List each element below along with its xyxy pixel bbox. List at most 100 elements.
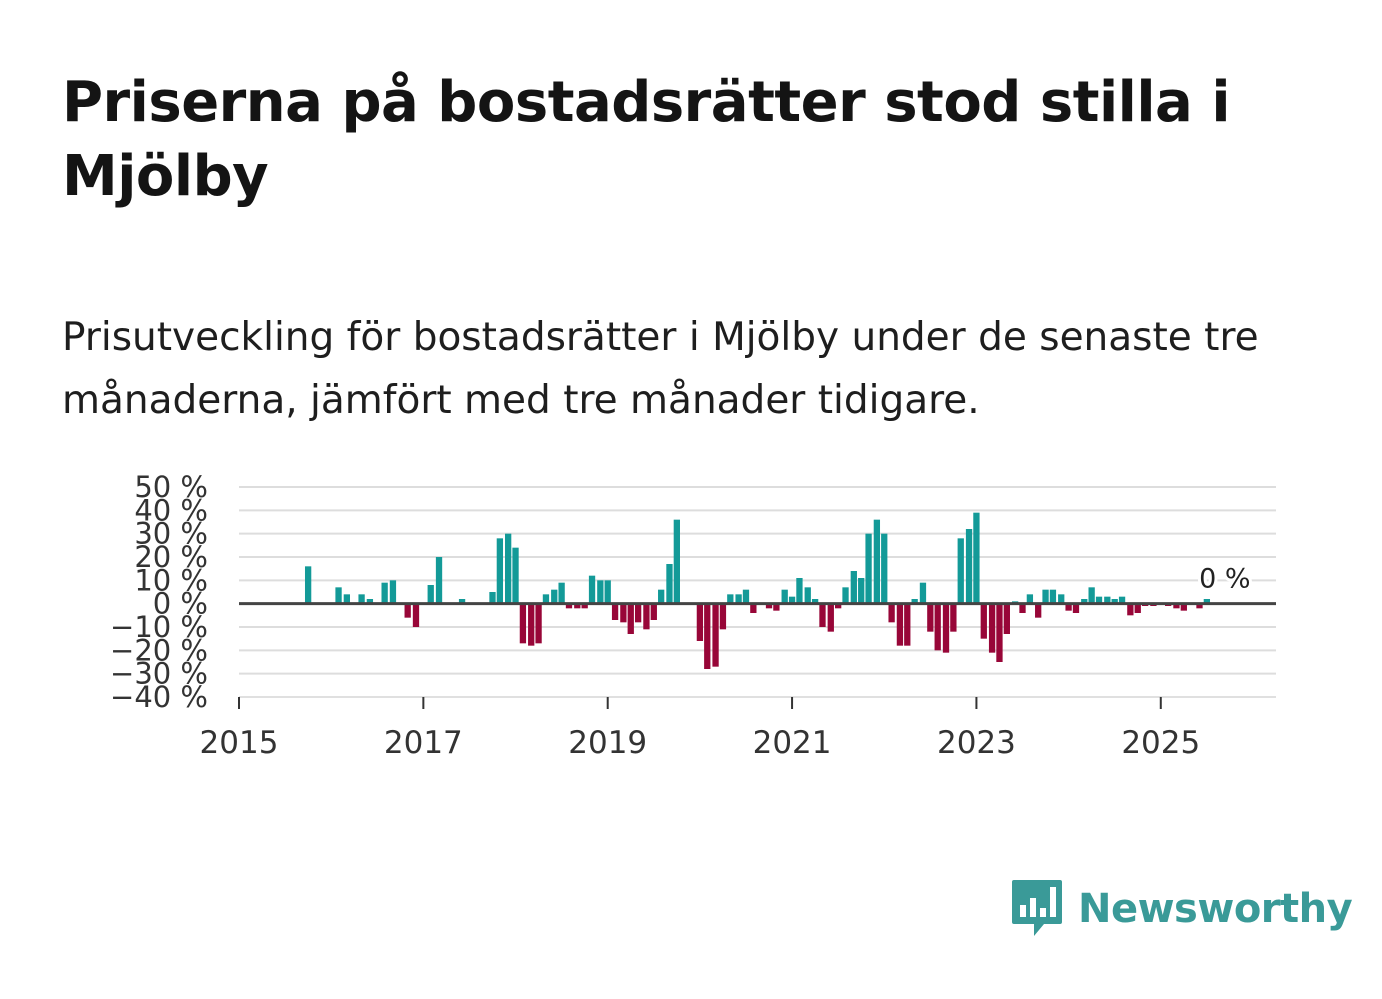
bar [934,603,941,651]
bar [1072,603,1080,613]
y-tick-label: 50 % [134,470,208,504]
bar [873,519,881,604]
bar [581,603,588,609]
bar [1134,603,1141,613]
bar [1196,603,1203,609]
x-tick-label: 2023 [937,725,1016,761]
bar [519,603,527,644]
bar [735,594,742,604]
bar [811,599,819,604]
bar [904,603,911,646]
bar [950,603,957,632]
bar [765,603,773,609]
bar [965,529,973,604]
bar [542,594,550,604]
bar [835,603,842,609]
y-tick-label: 10 % [134,563,208,597]
bar [1203,599,1211,604]
annotations: 0 % [1196,560,1253,597]
bar [957,538,964,604]
bar [427,585,434,604]
bar [980,603,987,639]
bar [973,512,980,604]
bar [620,603,627,623]
x-tick-label: 2019 [568,725,647,761]
bar [528,603,535,646]
bar [796,578,803,604]
bar [496,538,504,604]
bar [611,603,619,620]
chart-title: Priserna på bostadsrätter stod stilla i … [62,70,1231,209]
bar [412,603,420,627]
bar [742,589,750,604]
bar [858,578,865,604]
bar [512,547,519,604]
bar [535,603,542,644]
bar [696,603,704,641]
bar [1173,603,1180,609]
last-value-label: 0 % [1199,563,1250,594]
bar [381,582,388,604]
bars [304,512,1211,669]
bar [1058,594,1065,604]
bar [666,564,673,604]
bar [505,533,512,604]
x-tick-label: 2025 [1121,725,1200,761]
bar [565,603,573,609]
y-tick-label: 20 % [134,540,208,574]
bar [673,519,680,604]
bar [881,533,888,604]
x-tick-label: 2017 [384,725,463,761]
bar [358,594,365,604]
bar [988,603,996,653]
y-tick-label: −30 % [110,657,208,691]
bar [996,603,1003,662]
bar [911,599,918,604]
bar [773,603,780,611]
bar [888,603,895,623]
y-axis: 50 %40 %30 %20 %10 %0 %−10 %−20 %−30 %−4… [110,470,208,714]
bar [850,571,857,604]
bar [343,594,350,604]
bar [896,603,904,646]
bar [404,603,411,618]
bar [1035,603,1042,618]
bar [634,603,642,623]
bar [558,582,565,604]
bar [719,603,727,630]
bar [927,603,934,632]
bar [1180,603,1187,611]
bar [588,575,596,604]
newsworthy-logo-icon [1012,880,1062,936]
bar [304,566,312,604]
bar [1026,594,1034,604]
y-tick-label: 30 % [134,517,208,551]
bar [489,592,496,604]
bar [1095,596,1103,604]
bar [1127,603,1134,616]
bar [627,603,634,634]
bar [1088,587,1095,604]
bar [704,603,711,669]
bar [781,589,788,604]
bar [1065,603,1072,611]
bar [942,603,950,653]
newsworthy-brand: Newsworthy [1010,876,1353,942]
bar [650,603,657,620]
x-tick-label: 2015 [200,725,279,761]
bar [819,603,826,627]
bar [366,599,374,604]
bar [727,594,734,604]
bar [804,587,811,604]
y-tick-label: −40 % [110,680,208,714]
bar [1081,599,1088,604]
bar [389,580,397,604]
bar [712,603,719,667]
bar [658,589,665,604]
y-tick-label: −10 % [110,610,208,644]
brand-name: Newsworthy [1078,886,1353,932]
x-tick-label: 2021 [753,725,832,761]
bar [643,603,650,630]
bar [1019,603,1026,613]
bar [842,587,849,604]
